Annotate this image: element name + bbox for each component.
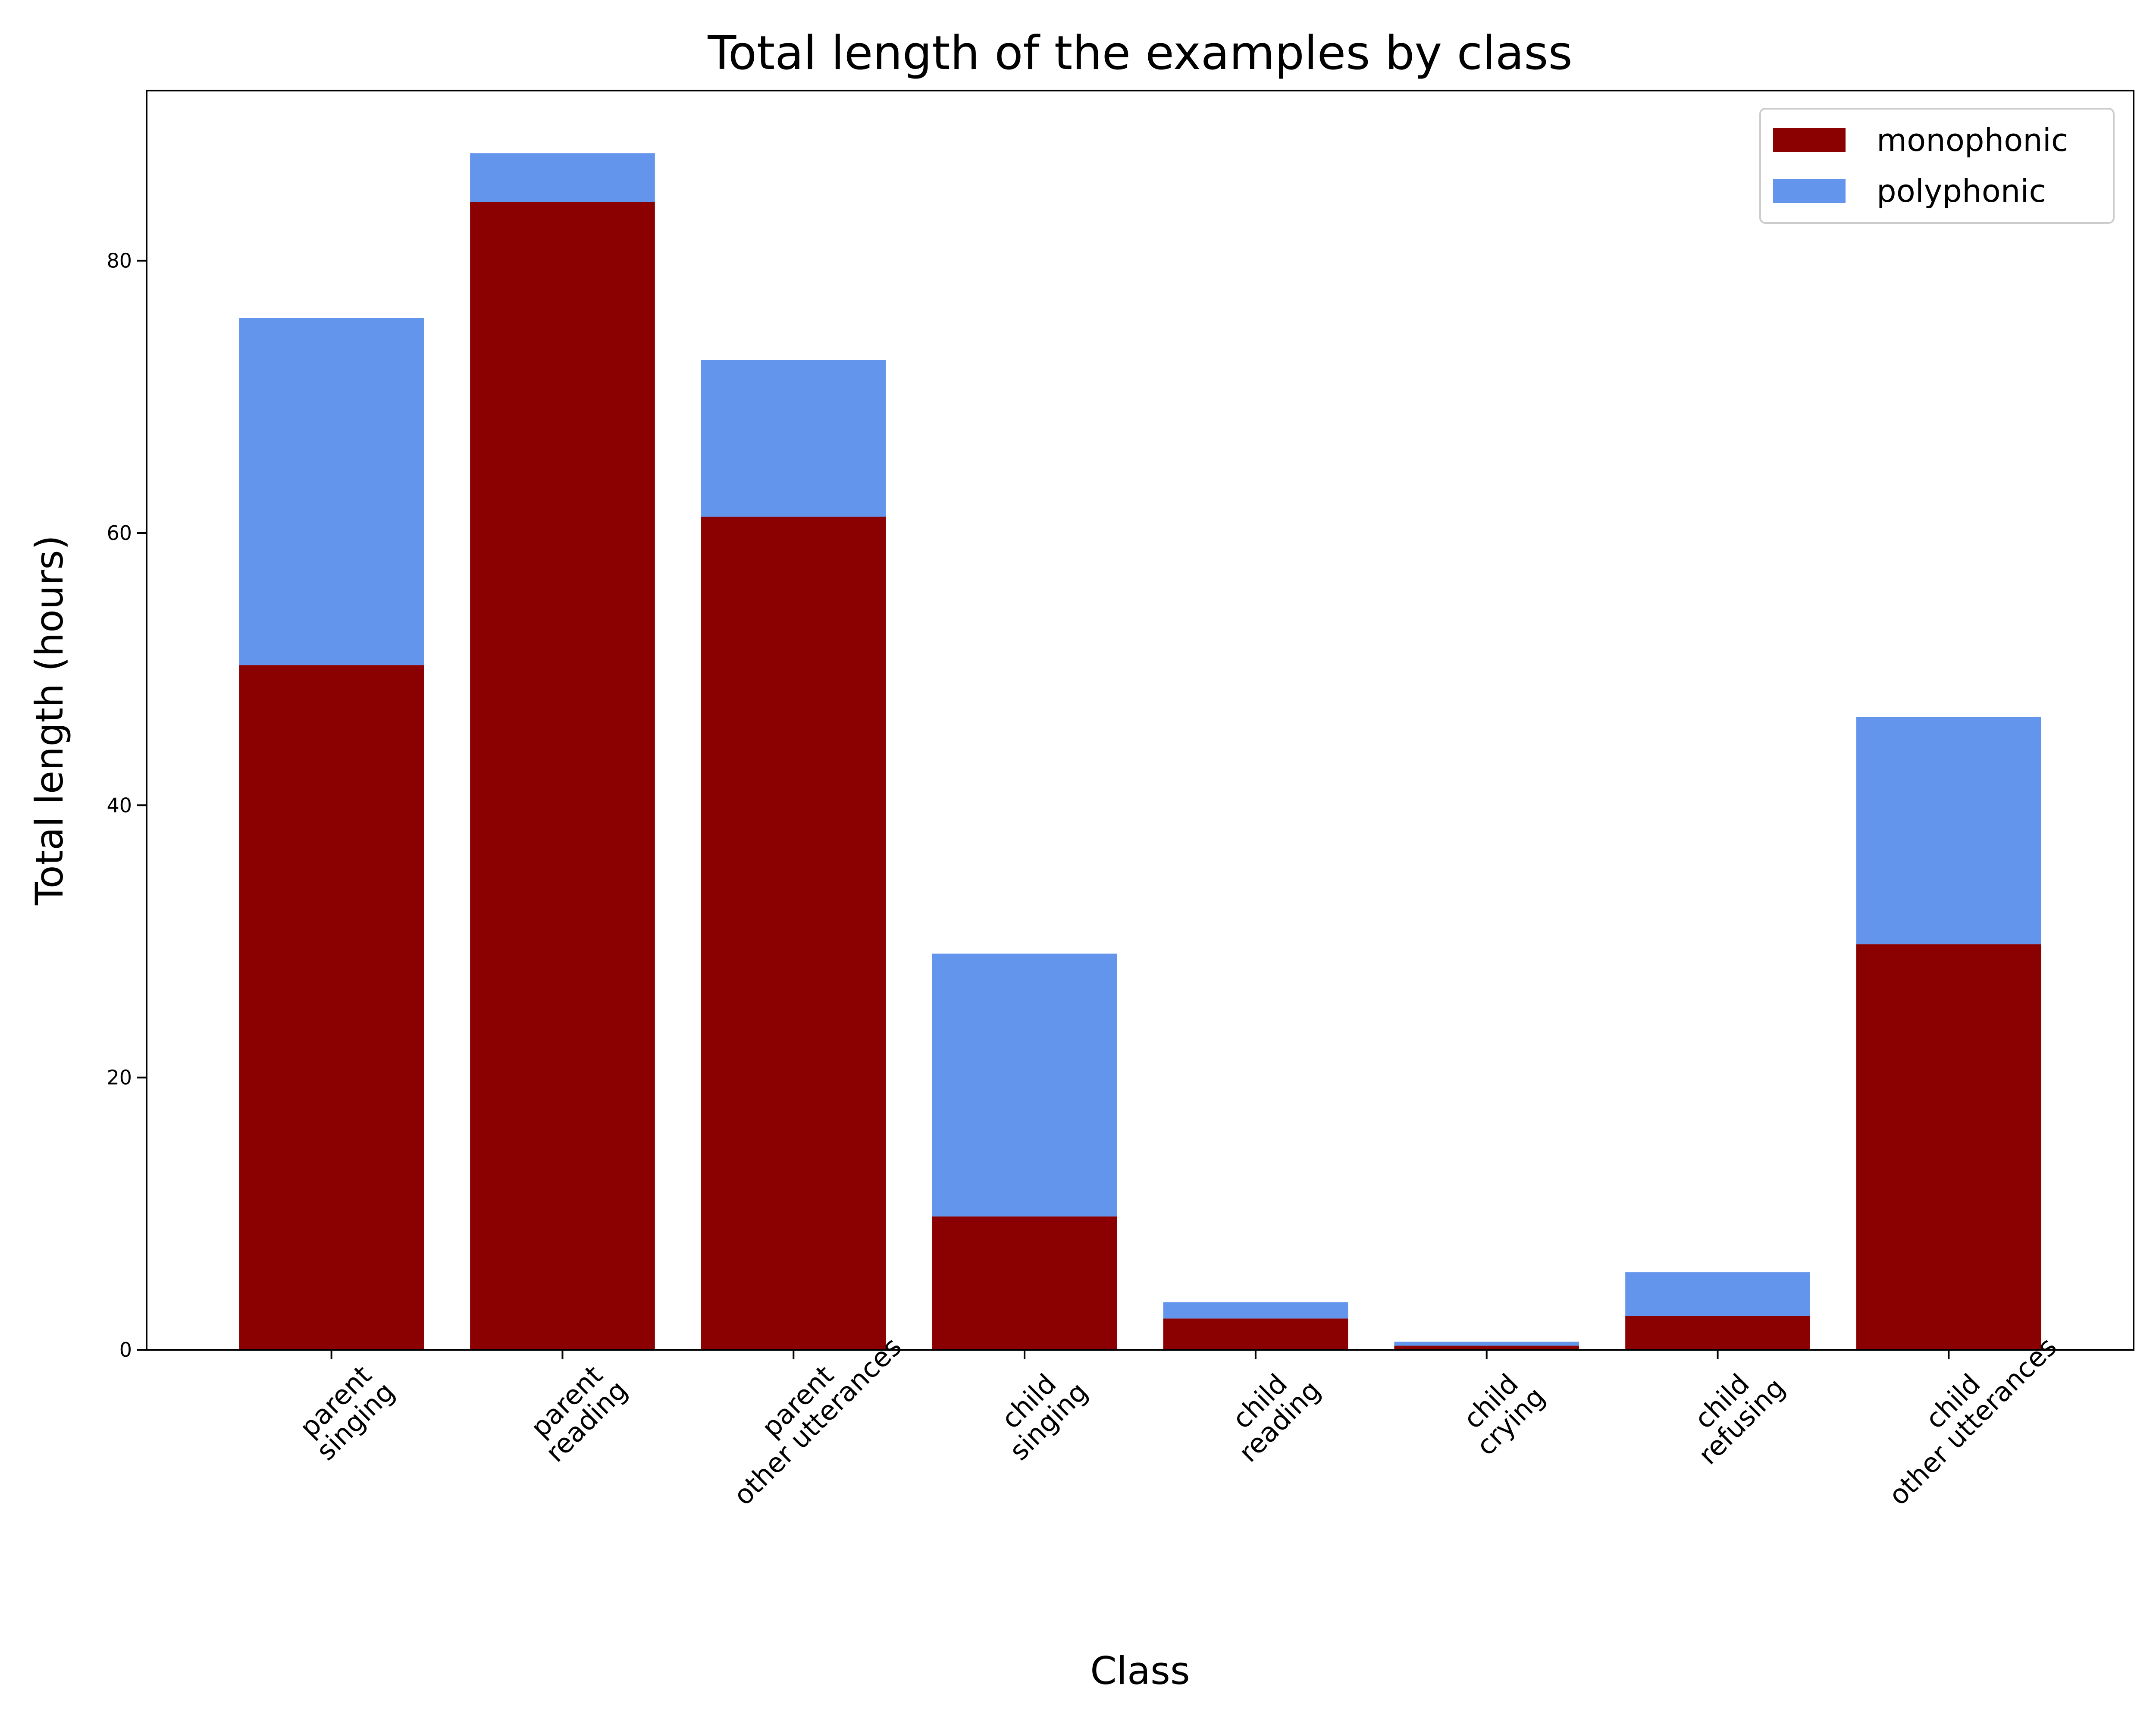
bar-polyphonic-1 bbox=[470, 153, 655, 202]
y-tick-label: 80 bbox=[107, 249, 132, 273]
bar-monophonic-5 bbox=[1394, 1346, 1579, 1350]
bar-monophonic-0 bbox=[239, 665, 424, 1350]
bar-polyphonic-5 bbox=[1394, 1342, 1579, 1346]
bar-polyphonic-0 bbox=[239, 318, 424, 665]
chart-title: Total length of the examples by class bbox=[707, 26, 1573, 80]
y-tick-label: 40 bbox=[107, 794, 132, 817]
x-tick-label: parentsinging bbox=[290, 1356, 401, 1466]
x-tick-label: childreading bbox=[1213, 1354, 1326, 1468]
plot-frame bbox=[146, 90, 2134, 1351]
x-tick-label: childrefusing bbox=[1672, 1352, 1791, 1471]
x-tick-label: childsinging bbox=[984, 1356, 1094, 1466]
y-axis: 0 20 40 60 80 bbox=[107, 249, 147, 1361]
bar-monophonic-6 bbox=[1625, 1316, 1810, 1350]
legend: monophonic polyphonic bbox=[1759, 108, 2115, 224]
legend-box bbox=[1759, 108, 2115, 224]
y-tick-label: 0 bbox=[119, 1338, 132, 1361]
bar-polyphonic-6 bbox=[1625, 1272, 1810, 1316]
bar-monophonic-3 bbox=[932, 1216, 1117, 1350]
x-axis-title: Class bbox=[1090, 1649, 1190, 1693]
y-tick-label: 60 bbox=[107, 521, 132, 545]
bar-polyphonic-3 bbox=[932, 953, 1117, 1217]
bar-polyphonic-4 bbox=[1163, 1302, 1348, 1319]
legend-swatch-monophonic bbox=[1773, 128, 1846, 152]
x-tick-label: parentreading bbox=[520, 1354, 633, 1468]
bar-monophonic-2 bbox=[701, 517, 886, 1350]
bar-monophonic-7 bbox=[1856, 944, 2041, 1350]
bars-group bbox=[239, 153, 2041, 1350]
bar-monophonic-1 bbox=[470, 202, 655, 1350]
bar-polyphonic-7 bbox=[1856, 717, 2041, 944]
bar-monophonic-4 bbox=[1163, 1318, 1348, 1350]
legend-label-monophonic: monophonic bbox=[1877, 122, 2068, 158]
y-axis-title: Total length (hours) bbox=[27, 535, 72, 906]
y-tick-label: 20 bbox=[107, 1066, 132, 1089]
legend-swatch-polyphonic bbox=[1773, 179, 1846, 203]
x-tick-label: childcrying bbox=[1450, 1361, 1551, 1462]
legend-label-polyphonic: polyphonic bbox=[1877, 173, 2046, 209]
bar-polyphonic-2 bbox=[701, 360, 886, 517]
